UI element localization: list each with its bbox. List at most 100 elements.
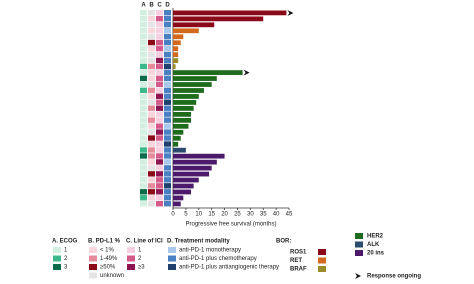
bar <box>173 88 204 93</box>
heatmap-cell <box>156 75 163 82</box>
bar <box>173 177 199 183</box>
legend-label: 1 <box>64 248 68 254</box>
heatmap-cell <box>148 153 155 159</box>
bar <box>173 94 199 99</box>
legend-swatch <box>355 233 363 239</box>
heatmap-cell <box>148 111 155 117</box>
legend-label: ≥3 <box>138 265 145 271</box>
heatmap-cell <box>148 81 155 88</box>
heatmap-cell <box>140 153 147 159</box>
heatmap-cell <box>140 189 147 195</box>
bar <box>173 165 212 171</box>
heatmap-cell <box>164 123 171 129</box>
heatmap-cell <box>156 147 163 153</box>
legend-swatch <box>127 255 135 262</box>
heatmap-cell <box>148 129 155 135</box>
heatmap-cell <box>164 117 171 123</box>
heatmap-cell <box>156 87 163 93</box>
heatmap-cell <box>140 141 147 147</box>
heatmap-cell <box>140 111 147 117</box>
heatmap-cell <box>140 33 147 40</box>
heatmap-cell <box>148 39 155 46</box>
legend-title: D. Treatment modality <box>167 239 230 245</box>
heatmap-cell <box>148 135 155 141</box>
heatmap-cell <box>164 135 171 141</box>
heatmap-cell <box>148 201 155 207</box>
legend-title: B. PD-L1 % <box>88 239 121 245</box>
heatmap-cell <box>140 69 147 76</box>
heatmap-cell <box>140 10 147 16</box>
legend-swatch <box>53 255 61 262</box>
heatmap-cell <box>140 51 147 58</box>
heatmap-cell <box>140 117 147 123</box>
heatmap-cell <box>156 171 163 177</box>
heatmap-cell <box>140 105 147 111</box>
bar <box>173 171 210 177</box>
heatmap-cell <box>156 135 163 141</box>
heatmap-cell <box>148 27 155 34</box>
x-tick-label: 45 <box>286 212 293 218</box>
heatmap-cell <box>148 33 155 40</box>
heatmap-cell <box>156 57 163 64</box>
heatmap-cell <box>164 141 171 147</box>
legend-title: A. ECOG <box>52 239 78 245</box>
x-tick-label: 40 <box>273 212 280 218</box>
heatmap-cell <box>148 159 155 165</box>
legend-swatch <box>355 250 363 256</box>
heatmap-cell <box>156 39 163 46</box>
column-label: B <box>149 3 154 9</box>
heatmap-cell <box>164 87 171 93</box>
legend-label: ≥50% <box>100 265 116 271</box>
legend-swatch <box>89 255 97 262</box>
heatmap-cell <box>140 15 147 22</box>
heatmap-cell <box>164 45 171 52</box>
x-tick-label: 20 <box>221 212 228 218</box>
heatmap-cell <box>148 87 155 93</box>
legend-swatch <box>318 266 326 272</box>
legend-swatch <box>168 264 176 270</box>
x-tick-label: 30 <box>247 212 254 218</box>
legend-label: 1-49% <box>100 256 118 262</box>
x-tick-label: 15 <box>208 212 215 218</box>
heatmap-cell <box>148 117 155 123</box>
heatmap-cell <box>140 177 147 183</box>
column-label: A <box>141 3 146 9</box>
heatmap-cell <box>148 63 155 70</box>
heatmap-cell <box>148 189 155 195</box>
legend-swatch <box>53 247 61 253</box>
legend-label: RET <box>290 258 302 264</box>
ongoing-arrow <box>287 9 294 16</box>
bar <box>173 106 194 111</box>
heatmap-cell <box>148 183 155 189</box>
heatmap-cell <box>156 10 163 16</box>
bar <box>173 58 179 64</box>
heatmap-cell <box>140 81 147 88</box>
legend-label: 3 <box>64 265 68 271</box>
heatmap-cell <box>148 93 155 99</box>
heatmap-cell <box>148 165 155 171</box>
heatmap-cell <box>148 195 155 201</box>
x-tick-label: 0 <box>171 212 175 218</box>
ongoing-arrow <box>243 69 250 76</box>
bar <box>173 70 243 75</box>
heatmap-cell <box>164 69 171 76</box>
heatmap-cell <box>156 111 163 117</box>
heatmap-cell <box>156 117 163 123</box>
x-tick-label: 5 <box>184 212 188 218</box>
legend-label: 1 <box>138 248 142 254</box>
heatmap-cell <box>164 177 171 183</box>
heatmap-cell <box>140 93 147 99</box>
legend-label: 2 <box>138 256 142 262</box>
heatmap-cell <box>140 129 147 135</box>
ongoing-arrow <box>355 273 361 279</box>
heatmap-cell <box>140 63 147 70</box>
heatmap-cell <box>148 15 155 22</box>
legend-label: ROS1 <box>290 250 307 256</box>
bar <box>173 10 287 16</box>
legend-title: C. Line of ICI <box>126 239 163 245</box>
heatmap-cell <box>148 123 155 129</box>
heatmap-cell <box>164 51 171 58</box>
heatmap-cell <box>156 81 163 88</box>
heatmap-cell <box>148 171 155 177</box>
heatmap-cell <box>164 27 171 34</box>
